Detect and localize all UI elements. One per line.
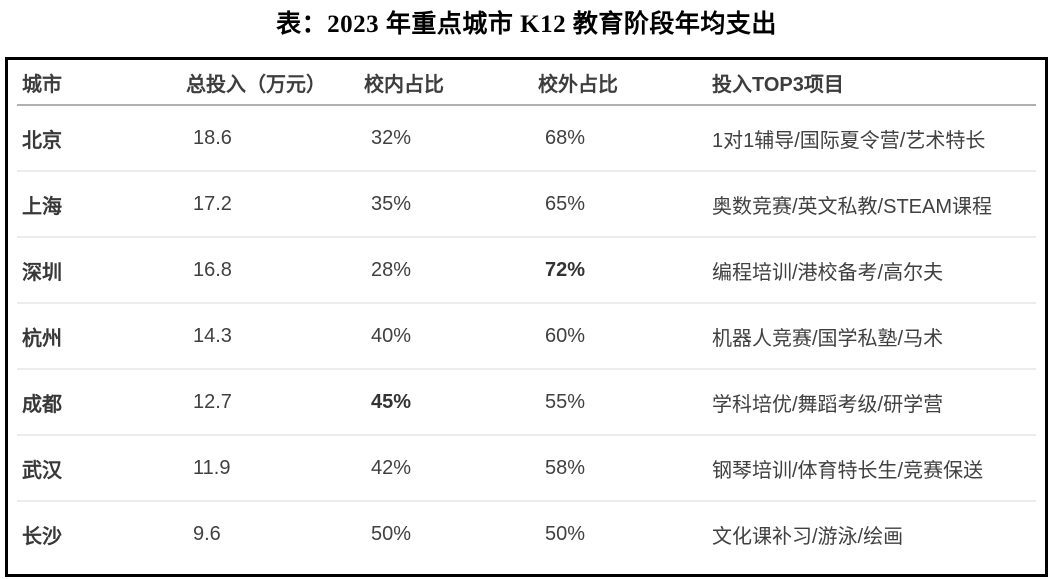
cell-total: 12.7 bbox=[193, 390, 232, 413]
cell-top3: 1对1辅导/国际夏令营/艺术特长 bbox=[712, 129, 986, 152]
cell-in-pct: 32% bbox=[371, 126, 412, 149]
table-row: 北京 18.6 32% 68% 1对1辅导/国际夏令营/艺术特长 bbox=[8, 106, 1045, 170]
row-divider bbox=[17, 368, 1036, 370]
cell-total: 9.6 bbox=[193, 522, 221, 545]
k12-spending-table: 城市 总投入（万元） 校内占比 校外占比 投入TOP3项目 北京 18.6 32… bbox=[5, 57, 1048, 577]
cell-out-pct: 55% bbox=[545, 390, 586, 413]
column-header-city: 城市 bbox=[22, 73, 62, 96]
cell-top3: 文化课补习/游泳/绘画 bbox=[712, 525, 904, 548]
cell-top3: 机器人竞赛/国学私塾/马术 bbox=[712, 327, 944, 350]
cell-total: 18.6 bbox=[193, 126, 232, 149]
cell-city: 杭州 bbox=[22, 327, 62, 350]
row-divider bbox=[17, 170, 1036, 172]
cell-city: 深圳 bbox=[22, 261, 62, 284]
table-row: 上海 17.2 35% 65% 奥数竞赛/英文私教/STEAM课程 bbox=[8, 172, 1045, 236]
table-header-row: 城市 总投入（万元） 校内占比 校外占比 投入TOP3项目 bbox=[8, 60, 1045, 104]
cell-total: 16.8 bbox=[193, 258, 232, 281]
cell-in-pct: 28% bbox=[371, 258, 412, 281]
cell-city: 武汉 bbox=[22, 459, 62, 482]
row-divider bbox=[17, 500, 1036, 502]
table-row: 深圳 16.8 28% 72% 编程培训/港校备考/高尔夫 bbox=[8, 238, 1045, 302]
row-divider bbox=[17, 236, 1036, 238]
table-row: 成都 12.7 45% 55% 学科培优/舞蹈考级/研学营 bbox=[8, 370, 1045, 434]
cell-in-pct: 40% bbox=[371, 324, 412, 347]
cell-top3: 奥数竞赛/英文私教/STEAM课程 bbox=[712, 195, 993, 218]
cell-city: 北京 bbox=[22, 129, 62, 152]
cell-out-pct: 60% bbox=[545, 324, 586, 347]
cell-in-pct: 50% bbox=[371, 522, 412, 545]
table-row: 杭州 14.3 40% 60% 机器人竞赛/国学私塾/马术 bbox=[8, 304, 1045, 368]
cell-top3: 学科培优/舞蹈考级/研学营 bbox=[712, 393, 944, 416]
column-header-in-school-pct: 校内占比 bbox=[364, 73, 444, 96]
cell-city: 长沙 bbox=[22, 525, 62, 548]
cell-in-pct: 45% bbox=[371, 390, 412, 413]
column-header-top3: 投入TOP3项目 bbox=[712, 73, 844, 96]
cell-top3: 钢琴培训/体育特长生/竞赛保送 bbox=[712, 459, 984, 482]
cell-out-pct: 68% bbox=[545, 126, 586, 149]
row-divider bbox=[17, 434, 1036, 436]
table-row: 长沙 9.6 50% 50% 文化课补习/游泳/绘画 bbox=[8, 502, 1045, 566]
cell-total: 17.2 bbox=[193, 192, 232, 215]
cell-city: 上海 bbox=[22, 195, 62, 218]
table-row: 武汉 11.9 42% 58% 钢琴培训/体育特长生/竞赛保送 bbox=[8, 436, 1045, 500]
row-divider bbox=[17, 302, 1036, 304]
page-title: 表：2023 年重点城市 K12 教育阶段年均支出 bbox=[276, 11, 777, 38]
cell-out-pct: 72% bbox=[545, 258, 586, 281]
cell-top3: 编程培训/港校备考/高尔夫 bbox=[712, 261, 944, 284]
cell-in-pct: 42% bbox=[371, 456, 412, 479]
cell-total: 11.9 bbox=[193, 456, 231, 479]
cell-out-pct: 58% bbox=[545, 456, 586, 479]
cell-total: 14.3 bbox=[193, 324, 232, 347]
cell-out-pct: 50% bbox=[545, 522, 586, 545]
column-header-out-school-pct: 校外占比 bbox=[538, 73, 618, 96]
cell-out-pct: 65% bbox=[545, 192, 586, 215]
cell-city: 成都 bbox=[22, 393, 62, 416]
header-divider bbox=[17, 104, 1036, 106]
column-header-total: 总投入（万元） bbox=[186, 73, 326, 96]
cell-in-pct: 35% bbox=[371, 192, 412, 215]
